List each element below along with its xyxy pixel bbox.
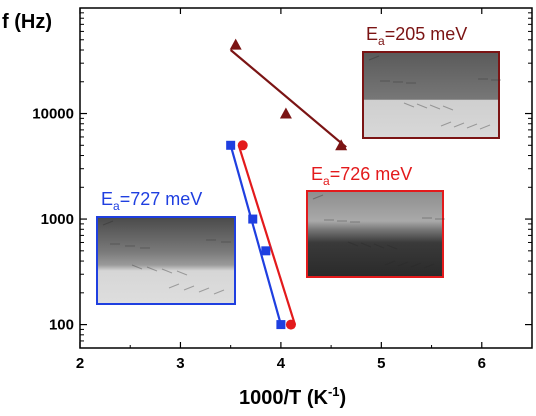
inset-texture <box>168 283 180 289</box>
inset-texture <box>453 122 465 128</box>
triangle-marker <box>279 107 292 119</box>
activation-energy-label: Ea=726 meV <box>311 164 412 188</box>
annotation-sub: a <box>323 174 330 188</box>
fit-line-square <box>229 145 282 325</box>
inset-texture <box>146 266 158 272</box>
triangle-marker <box>229 38 242 50</box>
inset-texture <box>347 241 359 247</box>
inset-texture <box>312 194 324 200</box>
insets <box>96 51 501 305</box>
x-axis-title: 1000/T (K-1) <box>239 384 346 409</box>
inset-texture <box>183 285 195 291</box>
data-markers <box>226 38 348 330</box>
inset-texture <box>410 262 422 268</box>
y-tick-label: 1000 <box>41 211 74 228</box>
square-marker <box>276 320 286 330</box>
fit-line-triangle <box>229 49 347 149</box>
inset-texture <box>373 243 385 249</box>
inset-texture <box>429 104 441 110</box>
inset-texture <box>102 220 114 226</box>
x-tick-label: 5 <box>377 355 385 372</box>
inset-image-205 <box>362 51 501 139</box>
circle-marker <box>237 140 248 151</box>
inset-texture <box>479 124 491 130</box>
annotation-base: E <box>311 164 323 184</box>
activation-energy-label: Ea=205 meV <box>366 24 467 48</box>
inset-texture <box>360 242 372 248</box>
inset-texture <box>403 102 415 108</box>
inset-frame <box>362 51 500 139</box>
y-tick-label: 10000 <box>32 106 74 123</box>
x-tick-label: 2 <box>76 355 84 372</box>
annotation-value: =726 meV <box>330 164 413 184</box>
x-tick-label: 4 <box>277 355 286 372</box>
axes: 2 3 4 5 6 100 1000 10000 <box>32 8 532 372</box>
inset-texture <box>440 121 452 127</box>
plot-area <box>79 7 533 349</box>
x-axis-title-main: 1000/T (K <box>239 387 328 409</box>
annotation-base: E <box>101 189 113 209</box>
annotation-sub: a <box>378 34 385 48</box>
inset-texture <box>198 287 210 293</box>
triangle-marker <box>335 139 348 151</box>
inset-texture <box>397 261 409 267</box>
square-marker <box>226 140 236 150</box>
inset-texture <box>131 264 143 270</box>
inset-texture <box>386 244 398 250</box>
fit-lines <box>229 49 347 325</box>
y-axis-title: f (Hz) <box>2 11 52 33</box>
inset-texture <box>176 270 188 276</box>
inset-frame <box>96 216 236 305</box>
annotation-sub: a <box>113 199 120 213</box>
square-marker <box>261 246 271 256</box>
x-axis-title-sup: -1 <box>328 384 340 399</box>
square-marker <box>248 214 258 224</box>
annotation-value: =727 meV <box>120 189 203 209</box>
annotation-base: E <box>366 24 378 44</box>
annotation-value: =205 meV <box>385 24 468 44</box>
x-tick-label: 6 <box>478 355 486 372</box>
inset-texture <box>423 263 435 269</box>
inset-texture <box>466 123 478 129</box>
x-axis-title-close: ) <box>340 387 347 409</box>
inset-texture <box>384 260 396 266</box>
inset-texture <box>442 105 454 111</box>
x-tick-label: 3 <box>176 355 184 372</box>
inset-image-726 <box>306 190 445 278</box>
inset-image-727 <box>96 216 236 305</box>
inset-frame <box>306 190 444 278</box>
inset-texture <box>213 289 225 295</box>
inset-texture <box>368 55 380 61</box>
activation-energy-label: Ea=727 meV <box>101 189 202 213</box>
y-tick-label: 100 <box>49 317 74 334</box>
inset-texture <box>161 268 173 274</box>
circle-marker <box>285 319 296 330</box>
fit-line-circle <box>237 144 297 325</box>
inset-texture <box>416 103 428 109</box>
